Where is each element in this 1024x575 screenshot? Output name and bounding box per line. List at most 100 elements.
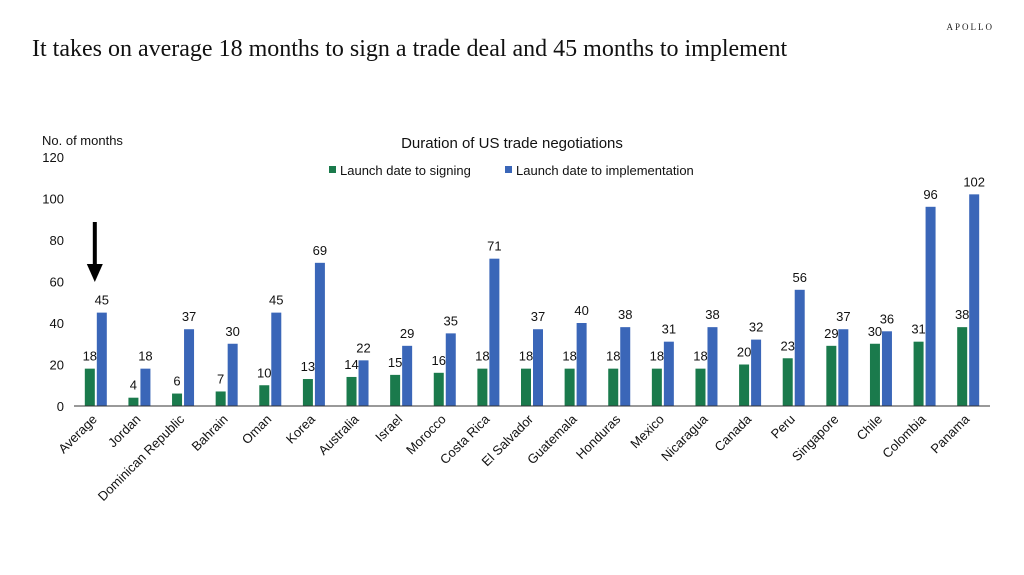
data-label-signing: 14 bbox=[344, 357, 358, 372]
data-label-implementation: 38 bbox=[618, 307, 632, 322]
bar-implementation bbox=[184, 329, 195, 406]
bar-signing bbox=[826, 345, 837, 406]
data-label-implementation: 37 bbox=[182, 309, 196, 324]
data-label-signing: 18 bbox=[650, 349, 664, 364]
legend-label-0: Launch date to signing bbox=[340, 163, 471, 178]
data-label-signing: 4 bbox=[130, 378, 137, 393]
bar-implementation bbox=[969, 194, 980, 406]
x-tick-label: Singapore bbox=[789, 412, 842, 465]
bar-signing bbox=[477, 368, 488, 406]
bar-implementation bbox=[707, 327, 718, 406]
data-label-signing: 23 bbox=[780, 338, 794, 353]
data-label-implementation: 40 bbox=[574, 303, 588, 318]
data-label-implementation: 35 bbox=[444, 313, 458, 328]
data-label-signing: 18 bbox=[606, 349, 620, 364]
data-label-implementation: 18 bbox=[138, 349, 152, 364]
y-tick-label: 20 bbox=[50, 358, 64, 373]
data-label-signing: 18 bbox=[475, 349, 489, 364]
data-label-implementation: 71 bbox=[487, 239, 501, 254]
x-tick-label: Nicaragua bbox=[658, 411, 711, 464]
data-label-implementation: 37 bbox=[836, 309, 850, 324]
data-label-implementation: 102 bbox=[963, 174, 985, 189]
bar-implementation bbox=[576, 323, 587, 406]
bar-signing bbox=[346, 376, 357, 406]
x-tick-label: Chile bbox=[854, 412, 886, 444]
data-label-implementation: 37 bbox=[531, 309, 545, 324]
bar-implementation bbox=[533, 329, 543, 406]
bar-implementation bbox=[925, 206, 936, 406]
data-label-implementation: 56 bbox=[792, 270, 806, 285]
data-label-implementation: 32 bbox=[749, 320, 763, 335]
x-tick-label: Panama bbox=[927, 411, 972, 456]
data-label-signing: 18 bbox=[693, 349, 707, 364]
x-tick-label: Canada bbox=[711, 411, 754, 454]
bar-signing bbox=[84, 368, 95, 406]
bar-implementation bbox=[271, 312, 282, 406]
y-tick-label: 120 bbox=[42, 150, 64, 165]
data-label-signing: 18 bbox=[519, 349, 533, 364]
data-label-signing: 15 bbox=[388, 355, 402, 370]
bar-implementation bbox=[881, 331, 892, 406]
x-tick-label: Israel bbox=[372, 411, 405, 444]
y-tick-label: 80 bbox=[50, 233, 64, 248]
data-label-implementation: 45 bbox=[95, 293, 109, 308]
bar-implementation bbox=[489, 258, 500, 406]
y-tick-label: 60 bbox=[50, 275, 64, 290]
bar-implementation bbox=[445, 333, 456, 406]
data-label-signing: 30 bbox=[868, 324, 882, 339]
data-label-signing: 10 bbox=[257, 365, 271, 380]
data-label-signing: 18 bbox=[562, 349, 576, 364]
annotation-arrow-head bbox=[86, 264, 103, 282]
y-axis-label: No. of months bbox=[42, 133, 123, 148]
bar-implementation bbox=[838, 329, 849, 406]
bar-signing bbox=[608, 368, 619, 406]
data-label-implementation: 30 bbox=[225, 324, 239, 339]
y-tick-label: 40 bbox=[50, 316, 64, 331]
data-label-implementation: 96 bbox=[923, 187, 937, 202]
bar-implementation bbox=[402, 345, 413, 406]
brand-logo: APOLLO bbox=[946, 22, 994, 32]
bar-signing bbox=[782, 358, 793, 406]
data-label-implementation: 31 bbox=[662, 322, 676, 337]
x-tick-label: Colombia bbox=[879, 411, 929, 461]
x-tick-label: Australia bbox=[315, 411, 362, 458]
data-label-implementation: 29 bbox=[400, 326, 414, 341]
page-title: It takes on average 18 months to sign a … bbox=[32, 36, 788, 62]
bar-signing bbox=[651, 368, 662, 406]
bar-implementation bbox=[140, 368, 151, 406]
data-label-implementation: 36 bbox=[880, 311, 894, 326]
bar-signing bbox=[695, 368, 706, 406]
x-tick-label: Jordan bbox=[105, 412, 144, 451]
data-label-implementation: 22 bbox=[356, 340, 370, 355]
y-tick-label: 100 bbox=[42, 192, 64, 207]
data-label-signing: 18 bbox=[83, 349, 97, 364]
x-tick-label: Average bbox=[55, 412, 100, 457]
data-label-signing: 20 bbox=[737, 345, 751, 360]
y-tick-label: 0 bbox=[57, 399, 64, 414]
legend-swatch-0 bbox=[329, 166, 336, 173]
x-tick-label: Korea bbox=[283, 411, 319, 447]
data-label-signing: 29 bbox=[824, 326, 838, 341]
data-label-implementation: 38 bbox=[705, 307, 719, 322]
data-label-signing: 13 bbox=[301, 359, 315, 374]
bar-implementation bbox=[358, 360, 369, 406]
x-tick-label: Peru bbox=[768, 412, 798, 442]
x-tick-label: Dominican Republic bbox=[95, 411, 188, 504]
bar-implementation bbox=[227, 343, 238, 406]
bar-signing bbox=[433, 372, 444, 406]
bar-implementation bbox=[96, 312, 107, 406]
data-label-implementation: 45 bbox=[269, 293, 283, 308]
bar-signing bbox=[302, 379, 313, 406]
data-label-signing: 38 bbox=[955, 307, 969, 322]
data-label-signing: 31 bbox=[911, 322, 925, 337]
bar-implementation bbox=[314, 262, 325, 406]
x-tick-label: Honduras bbox=[573, 411, 624, 462]
bar-signing bbox=[869, 343, 880, 406]
bar-implementation bbox=[794, 289, 805, 406]
bar-implementation bbox=[663, 341, 674, 406]
x-tick-label: Mexico bbox=[627, 412, 667, 452]
data-label-implementation: 69 bbox=[313, 243, 327, 258]
bar-signing bbox=[215, 391, 226, 406]
bar-signing bbox=[957, 327, 968, 406]
